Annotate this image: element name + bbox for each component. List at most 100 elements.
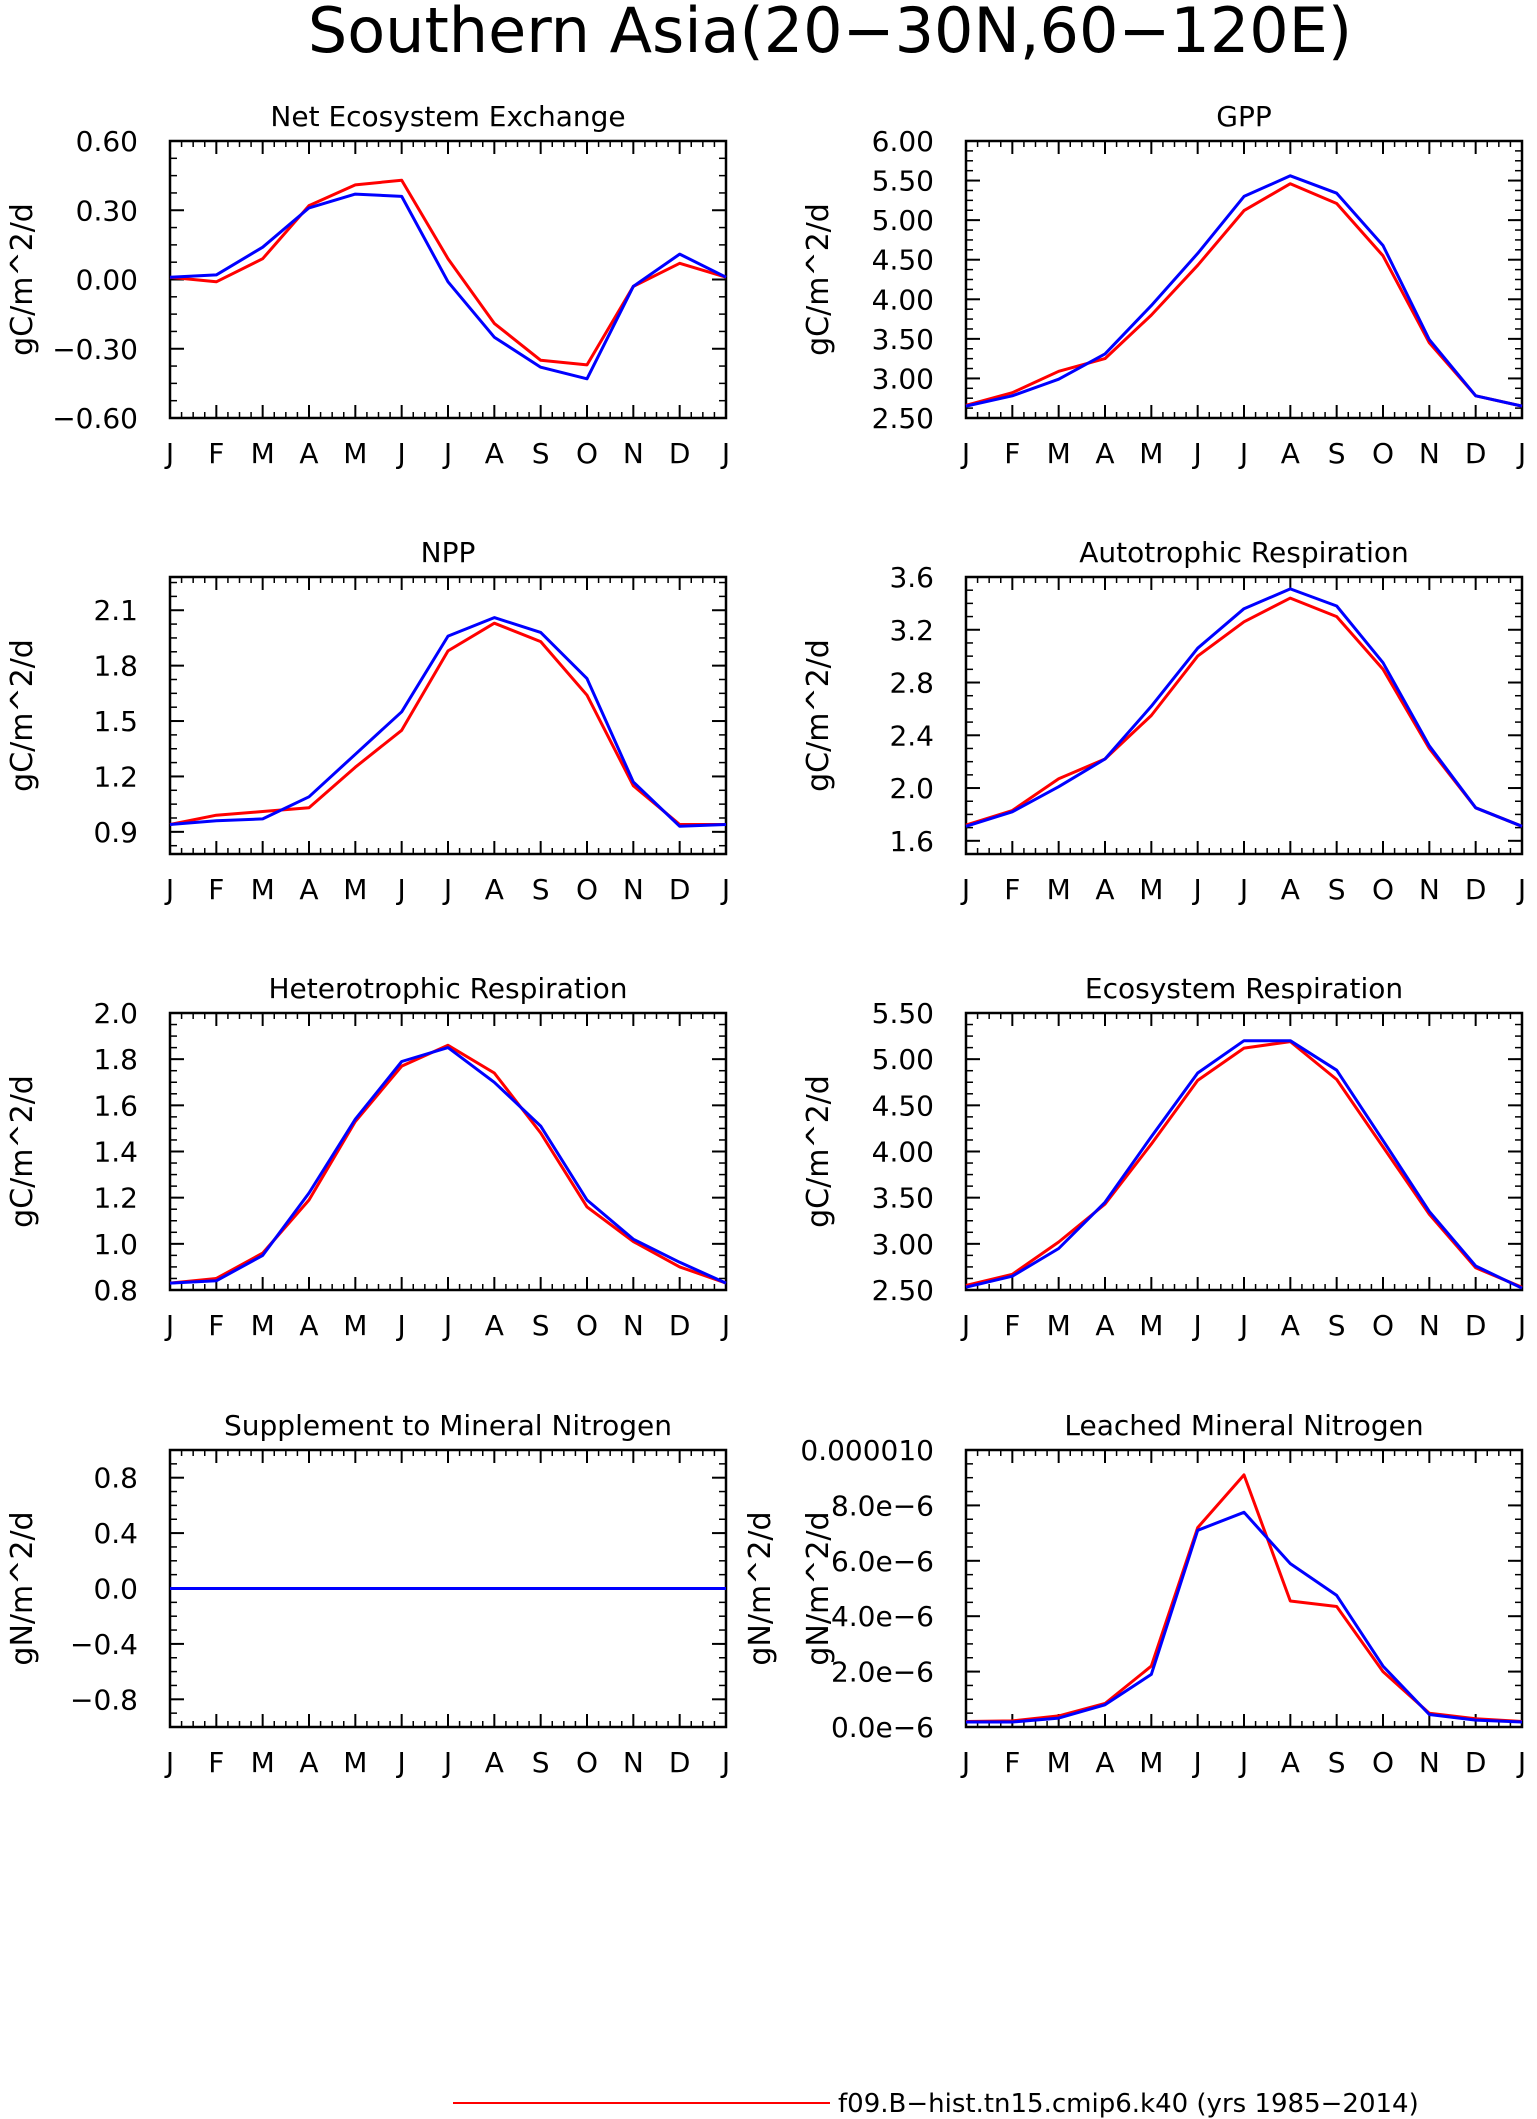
x-tick-label: M [1139, 1309, 1163, 1342]
x-tick-label: N [1419, 437, 1440, 470]
y-tick-label: 0.60 [76, 125, 138, 158]
y-tick-label: −0.60 [52, 402, 138, 435]
x-tick-label: J [442, 437, 452, 470]
panel-title: Ecosystem Respiration [1085, 972, 1403, 1005]
x-tick-label: M [343, 873, 367, 906]
y-tick-label: 6.0e−6 [831, 1545, 934, 1578]
y-tick-label: 5.50 [872, 165, 934, 198]
x-tick-label: J [442, 1309, 452, 1342]
x-tick-label: J [164, 873, 174, 906]
x-tick-label: M [1139, 437, 1163, 470]
y-tick-label: 2.1 [93, 594, 138, 627]
x-tick-label: A [1281, 1309, 1300, 1342]
legend: f09.B−hist.tn15.cmip6.k40 (yrs 1985−2014… [453, 2089, 1419, 2119]
x-tick-label: A [299, 437, 318, 470]
x-tick-label: J [1238, 1309, 1248, 1342]
x-tick-label: F [1004, 1309, 1020, 1342]
series-line [965, 1039, 1523, 1290]
x-tick-label: J [960, 437, 970, 470]
x-tick-label: J [164, 437, 174, 470]
y-tick-label: 3.50 [872, 323, 934, 356]
x-tick-label: J [960, 873, 970, 906]
y-tick-label: 5.00 [872, 1043, 934, 1076]
x-tick-label: J [720, 437, 730, 470]
x-tick-label: O [1372, 1746, 1394, 1779]
x-tick-label: D [1465, 437, 1487, 470]
y-tick-label: 0.4 [93, 1517, 138, 1550]
x-tick-label: J [1516, 1746, 1526, 1779]
series-line [965, 1040, 1523, 1289]
x-tick-label: A [485, 1746, 504, 1779]
panel-title: Autotrophic Respiration [1079, 536, 1408, 569]
series-line [965, 174, 1523, 408]
x-tick-label: O [1372, 1309, 1394, 1342]
y-tick-label: 4.0e−6 [831, 1600, 934, 1633]
x-tick-label: J [396, 437, 406, 470]
x-tick-label: F [1004, 1746, 1020, 1779]
x-tick-label: J [1192, 1746, 1202, 1779]
y-tick-label: 0.30 [76, 194, 138, 227]
x-tick-label: M [251, 1746, 275, 1779]
y-tick-label: 3.2 [889, 614, 934, 647]
x-tick-label: A [299, 1309, 318, 1342]
x-tick-label: F [208, 1309, 224, 1342]
y-tick-label: 4.50 [872, 1089, 934, 1122]
x-tick-label: S [532, 1309, 550, 1342]
y-tick-label: 0.00 [76, 264, 138, 297]
x-tick-label: D [669, 1309, 691, 1342]
y-tick-label: 5.00 [872, 204, 934, 237]
x-tick-label: S [1328, 1746, 1346, 1779]
y-tick-label: 2.50 [872, 402, 934, 435]
x-tick-label: M [1047, 437, 1071, 470]
x-tick-label: J [1192, 873, 1202, 906]
figure-title: Southern Asia(20−30N,60−120E) [308, 0, 1352, 67]
x-tick-label: S [1328, 437, 1346, 470]
legend-label: f09.B−hist.tn15.cmip6.k40 (yrs 1985−2014… [838, 2089, 1419, 2119]
y-tick-label: 3.6 [889, 561, 934, 594]
y-tick-label: 1.0 [93, 1228, 138, 1261]
x-tick-label: M [1139, 1746, 1163, 1779]
x-tick-label: O [576, 437, 598, 470]
y-tick-label: 1.4 [93, 1136, 138, 1169]
y-tick-label: 0.0 [93, 1573, 138, 1606]
y-axis-label: gC/m^2/d [801, 639, 836, 792]
y-tick-label: 1.5 [93, 705, 138, 738]
y-tick-label: 6.00 [872, 125, 934, 158]
x-tick-label: S [1328, 873, 1346, 906]
x-tick-label: F [208, 1746, 224, 1779]
y-tick-label: 3.50 [872, 1182, 934, 1215]
series-line [169, 1043, 727, 1285]
y-tick-label: 8.0e−6 [831, 1489, 934, 1522]
x-tick-label: J [1192, 437, 1202, 470]
x-tick-label: M [251, 437, 275, 470]
x-tick-label: M [1047, 873, 1071, 906]
x-tick-label: D [1465, 873, 1487, 906]
x-tick-label: M [1047, 1309, 1071, 1342]
x-tick-label: O [576, 873, 598, 906]
x-tick-label: N [1419, 1309, 1440, 1342]
y-axis-label: gC/m^2/d [801, 203, 836, 356]
y-tick-label: 1.2 [93, 760, 138, 793]
x-tick-label: J [1238, 437, 1248, 470]
x-tick-label: A [299, 873, 318, 906]
series-line [965, 596, 1523, 828]
series-line [169, 1046, 727, 1285]
x-tick-label: A [1281, 437, 1300, 470]
x-tick-label: J [396, 1309, 406, 1342]
series-line [169, 621, 726, 826]
x-tick-label: F [208, 873, 224, 906]
x-tick-label: J [442, 873, 452, 906]
x-tick-label: A [1095, 1746, 1114, 1779]
x-tick-label: S [532, 873, 550, 906]
x-tick-label: J [1192, 1309, 1202, 1342]
y-tick-label: 4.00 [872, 283, 934, 316]
series-line [965, 587, 1523, 828]
x-tick-label: F [1004, 873, 1020, 906]
x-tick-label: D [669, 437, 691, 470]
y-tick-label: 0.9 [93, 816, 138, 849]
x-tick-label: J [1516, 437, 1526, 470]
y-tick-label: −0.8 [70, 1683, 138, 1716]
